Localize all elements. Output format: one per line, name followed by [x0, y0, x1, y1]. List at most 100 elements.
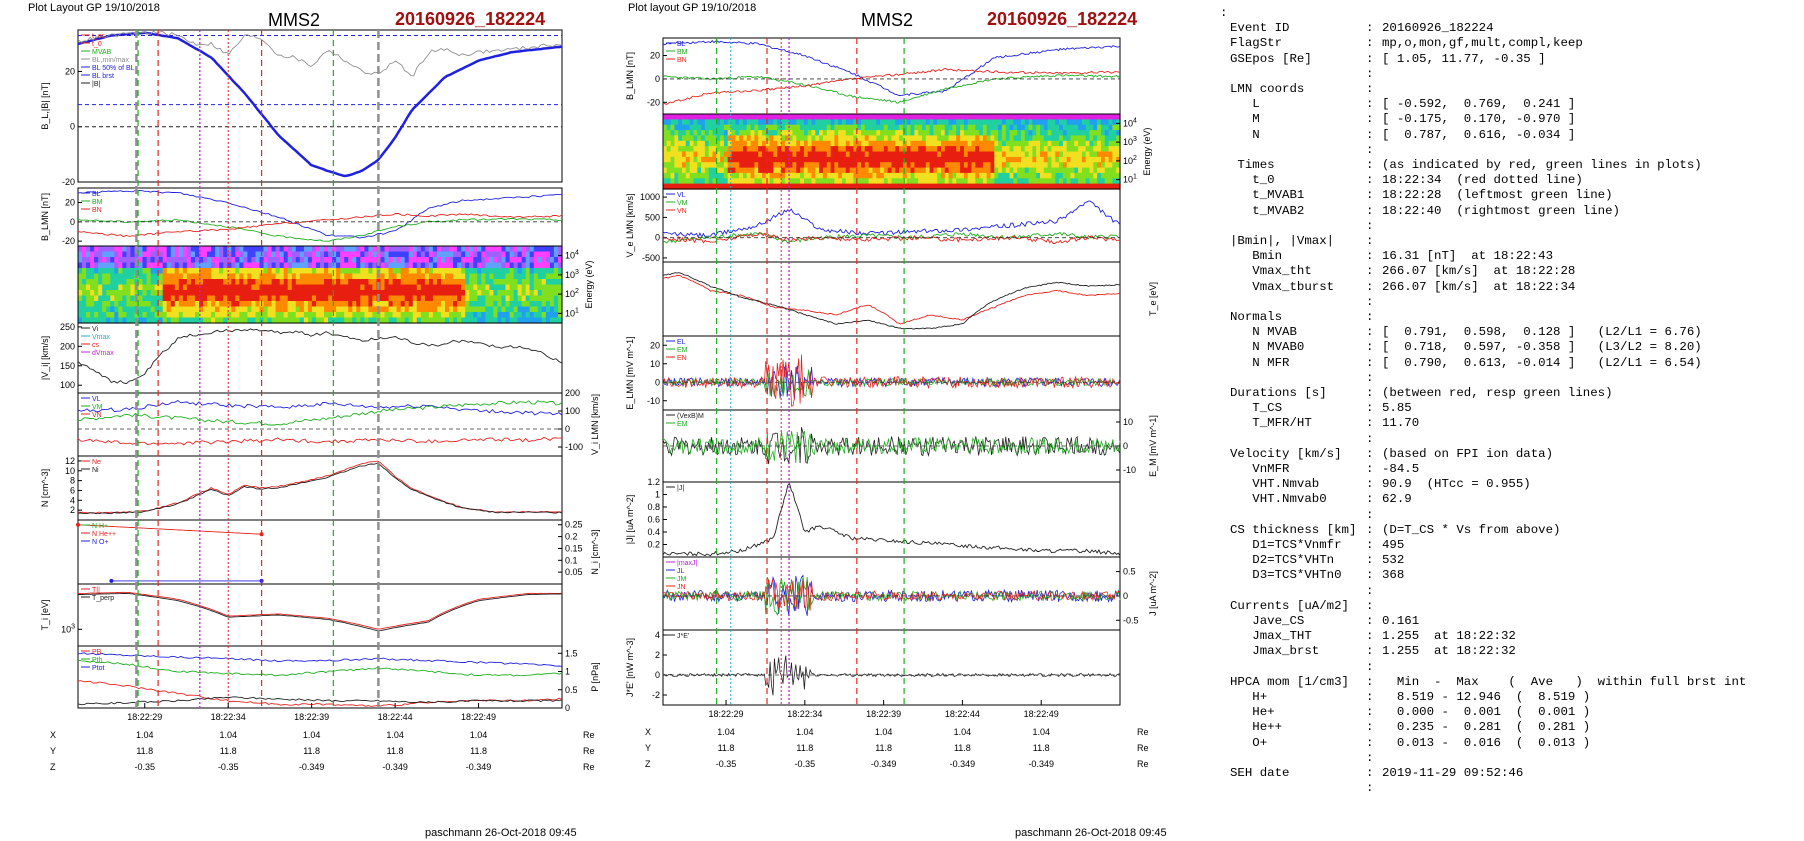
spectrogram-cell	[453, 257, 458, 264]
spectrogram-cell	[457, 284, 462, 291]
spectrogram-cell	[762, 114, 767, 120]
spectrogram-cell	[1005, 119, 1011, 126]
spectrogram-cell	[203, 290, 208, 297]
spectrogram-cell	[1043, 156, 1049, 163]
spectrogram-cell	[320, 246, 325, 253]
info-separator: :	[1366, 264, 1374, 279]
spectrogram-cell	[986, 114, 992, 120]
spectrogram-cell	[800, 151, 805, 158]
y-axis-label: Energy (eV)	[1142, 127, 1152, 175]
spectrogram-cell	[967, 124, 973, 131]
orbit-value: -0.349	[382, 762, 408, 772]
spectrogram-cell	[541, 273, 547, 280]
spectrogram-cell	[910, 167, 915, 174]
spectrogram-cell	[1040, 119, 1045, 126]
spectrogram-cell	[186, 284, 192, 291]
spectrogram-cell	[477, 279, 482, 286]
spectrogram-cell	[477, 268, 482, 275]
info-separator: :	[1366, 355, 1374, 370]
spectrogram-cell	[90, 290, 95, 297]
spectrogram-cell	[1055, 156, 1060, 163]
spectrogram-cell	[328, 273, 333, 280]
spectrogram-cell	[1116, 167, 1121, 174]
spectrogram-cell	[956, 130, 961, 137]
spectrogram-cell	[765, 183, 771, 190]
spectrogram-cell	[1081, 167, 1087, 174]
spectrogram-cell	[545, 301, 551, 308]
spectrogram-cell	[723, 140, 729, 147]
spectrogram-cell	[441, 317, 446, 324]
info-separator: :	[1366, 462, 1374, 476]
spectrogram-cell	[781, 114, 786, 120]
spectrogram-cell	[541, 312, 547, 319]
spectrogram-cell	[1024, 156, 1030, 163]
spectrogram-cell	[735, 140, 740, 147]
spectrogram-cell	[299, 295, 305, 302]
spectrogram-cell	[449, 301, 454, 308]
spectrogram-cell	[811, 151, 816, 158]
spectrogram-cell	[842, 167, 847, 174]
spectrogram-cell	[689, 130, 695, 137]
spectrogram-cell	[336, 246, 341, 253]
spectrogram-cell	[396, 246, 402, 253]
spectrogram-cell	[1047, 156, 1052, 163]
spectrogram-cell	[803, 130, 809, 137]
spectrogram-cell	[1021, 114, 1026, 120]
spectrogram-cell	[223, 257, 228, 264]
spectrogram-cell	[134, 312, 140, 319]
spectrogram-cell	[663, 178, 668, 185]
spectrogram-cell	[453, 273, 458, 280]
spectrogram-cell	[517, 301, 523, 308]
spectrogram-cell	[826, 151, 832, 158]
spectrogram-cell	[758, 135, 763, 142]
spectrogram-cell	[1047, 135, 1052, 142]
spectrogram-cell	[986, 178, 992, 185]
legend-label: BL brst	[92, 73, 114, 80]
legend-label: JM	[677, 576, 687, 583]
spectrogram-cell	[364, 284, 369, 291]
spectrogram-cell	[682, 146, 687, 153]
spectrogram-cell	[287, 312, 293, 319]
spectrogram-cell	[235, 262, 240, 269]
spectrogram-cell	[842, 156, 847, 163]
spectrogram-cell	[735, 114, 740, 120]
x-tick-label: 18:22:49	[1024, 709, 1059, 719]
spectrogram-cell	[762, 156, 767, 163]
spectrogram-cell	[1043, 130, 1049, 137]
spectrogram-cell	[223, 312, 228, 319]
spectrogram-cell	[952, 156, 957, 163]
spectrogram-cell	[731, 135, 736, 142]
spectrogram-cell	[541, 317, 547, 324]
spectrogram-cell	[324, 262, 329, 269]
spectrogram-cell	[332, 312, 337, 319]
spectrogram-cell	[199, 301, 204, 308]
spectrogram-cell	[670, 167, 675, 174]
spectrogram-cell	[910, 135, 915, 142]
y-tick-label: 0.2	[647, 540, 660, 550]
spectrogram-cell	[1104, 114, 1110, 120]
spectrogram-cell	[960, 119, 965, 126]
info-value: 0.013 - 0.016 ( 0.013 )	[1382, 735, 1591, 750]
spectrogram-cell	[545, 251, 551, 258]
spectrogram-cell	[158, 279, 164, 286]
info-value: [ -0.175, 0.170, -0.970 ]	[1382, 112, 1576, 127]
spectrogram-cell	[796, 114, 801, 120]
spectrogram-cell	[887, 178, 893, 185]
spectrogram-cell	[190, 312, 196, 319]
orbit-value: -0.349	[871, 759, 897, 769]
spectrogram-cell	[521, 284, 527, 291]
spectrogram-cell	[485, 284, 490, 291]
spectrogram-cell	[541, 279, 547, 286]
spectrogram-cell	[727, 167, 733, 174]
spectrogram-cell	[1108, 178, 1113, 185]
spectrogram-cell	[441, 312, 446, 319]
spectrogram-cell	[674, 167, 679, 174]
spectrogram-cell	[853, 167, 858, 174]
spectrogram-cell	[906, 167, 912, 174]
spectrogram-cell	[948, 183, 953, 190]
spectrogram-cell	[311, 290, 317, 297]
spectrogram-cell	[211, 295, 216, 302]
spectrogram-cell	[1104, 119, 1110, 126]
spectrogram-cell	[1040, 178, 1045, 185]
x-tick-label: 18:22:34	[787, 709, 822, 719]
